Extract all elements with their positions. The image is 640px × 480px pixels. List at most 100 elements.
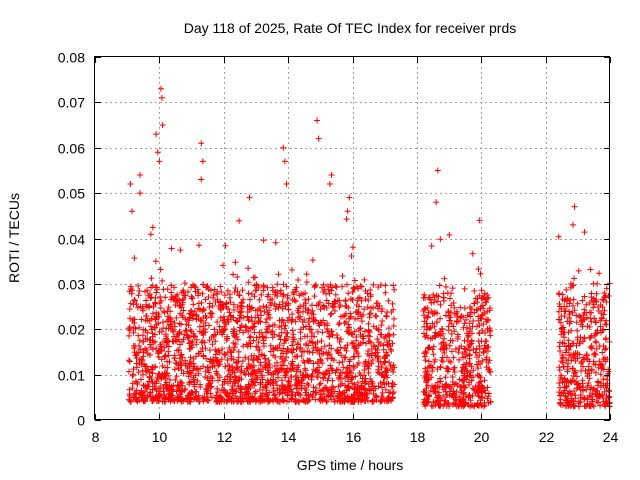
data-point bbox=[593, 319, 600, 326]
data-point bbox=[457, 314, 464, 321]
data-point bbox=[265, 291, 272, 298]
data-point bbox=[278, 347, 285, 354]
data-point bbox=[216, 329, 223, 336]
data-point bbox=[279, 390, 286, 397]
data-point bbox=[150, 304, 157, 311]
data-point bbox=[469, 250, 476, 257]
data-point bbox=[147, 231, 154, 238]
data-point bbox=[475, 338, 482, 345]
axis-ticks: 0 0.01 0.02 0.03 0.04 0.05 0.06 0.07 0.08 8 10 12 14… bbox=[58, 50, 619, 446]
data-point bbox=[588, 384, 595, 391]
data-point bbox=[270, 345, 277, 352]
data-point bbox=[349, 244, 356, 251]
data-point bbox=[279, 305, 286, 312]
data-point bbox=[248, 305, 255, 312]
data-point bbox=[555, 316, 562, 323]
data-point bbox=[222, 292, 229, 299]
data-point bbox=[272, 289, 279, 296]
y-tick-label: 0.04 bbox=[58, 232, 85, 248]
data-point bbox=[175, 330, 182, 337]
data-point bbox=[294, 364, 301, 371]
data-point bbox=[588, 332, 595, 339]
data-point bbox=[283, 181, 290, 188]
data-point bbox=[144, 384, 151, 391]
data-point bbox=[234, 364, 241, 371]
data-point bbox=[253, 376, 260, 383]
data-point bbox=[224, 389, 231, 396]
data-point bbox=[450, 354, 457, 361]
data-point bbox=[387, 346, 394, 353]
data-point bbox=[365, 358, 372, 365]
data-point bbox=[581, 403, 588, 410]
data-point bbox=[299, 349, 306, 356]
data-point bbox=[250, 323, 257, 330]
data-point bbox=[437, 236, 444, 243]
data-point bbox=[423, 350, 430, 357]
data-point bbox=[158, 343, 165, 350]
data-point bbox=[281, 325, 288, 332]
data-point bbox=[438, 340, 445, 347]
data-point bbox=[129, 208, 136, 215]
data-point bbox=[249, 318, 256, 325]
data-point bbox=[264, 381, 271, 388]
data-point bbox=[275, 271, 282, 278]
data-point bbox=[567, 378, 574, 385]
data-point bbox=[265, 369, 272, 376]
data-point bbox=[135, 369, 142, 376]
data-point bbox=[239, 395, 246, 402]
data-point bbox=[234, 304, 241, 311]
data-point bbox=[209, 360, 216, 367]
data-point bbox=[135, 349, 142, 356]
data-point bbox=[331, 298, 338, 305]
data-point bbox=[296, 316, 303, 323]
data-point bbox=[335, 383, 342, 390]
data-point bbox=[367, 293, 374, 300]
data-point bbox=[572, 357, 579, 364]
data-point bbox=[381, 373, 388, 380]
data-point bbox=[240, 296, 247, 303]
data-point bbox=[466, 392, 473, 399]
data-point bbox=[430, 343, 437, 350]
data-point bbox=[434, 366, 441, 373]
data-point bbox=[441, 349, 448, 356]
data-point bbox=[557, 384, 564, 391]
y-axis-label: ROTI / TECUs bbox=[6, 193, 22, 283]
data-point bbox=[284, 346, 291, 353]
data-point bbox=[329, 383, 336, 390]
data-point bbox=[131, 345, 138, 352]
data-point bbox=[461, 345, 468, 352]
data-point bbox=[284, 295, 291, 302]
data-point bbox=[320, 374, 327, 381]
data-point bbox=[339, 283, 346, 290]
data-point bbox=[178, 351, 185, 358]
x-tick-label: 16 bbox=[346, 429, 362, 445]
data-point bbox=[285, 382, 292, 389]
data-point bbox=[347, 367, 354, 374]
data-point bbox=[180, 288, 187, 295]
data-point bbox=[366, 387, 373, 394]
data-point bbox=[277, 353, 284, 360]
data-point bbox=[141, 363, 148, 370]
data-point bbox=[442, 398, 449, 405]
data-point bbox=[202, 296, 209, 303]
data-point bbox=[598, 310, 605, 317]
data-point bbox=[365, 327, 372, 334]
data-point bbox=[464, 373, 471, 380]
data-point bbox=[301, 365, 308, 372]
data-point bbox=[186, 370, 193, 377]
data-point bbox=[159, 339, 166, 346]
data-point bbox=[579, 297, 586, 304]
data-point bbox=[306, 323, 313, 330]
data-point bbox=[237, 385, 244, 392]
data-point bbox=[365, 320, 372, 327]
data-point bbox=[594, 327, 601, 334]
data-point bbox=[467, 313, 474, 320]
data-point bbox=[479, 327, 486, 334]
data-point bbox=[431, 385, 438, 392]
data-point bbox=[165, 343, 172, 350]
data-point bbox=[300, 302, 307, 309]
data-point bbox=[476, 387, 483, 394]
data-point bbox=[312, 283, 319, 290]
data-point bbox=[199, 338, 206, 345]
data-point bbox=[255, 353, 262, 360]
